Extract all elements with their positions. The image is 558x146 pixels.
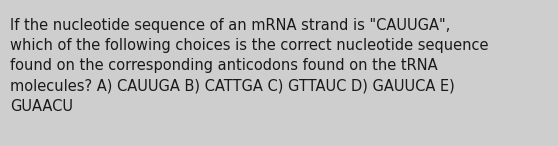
Text: If the nucleotide sequence of an mRNA strand is "CAUUGA",
which of the following: If the nucleotide sequence of an mRNA st… bbox=[10, 18, 489, 114]
